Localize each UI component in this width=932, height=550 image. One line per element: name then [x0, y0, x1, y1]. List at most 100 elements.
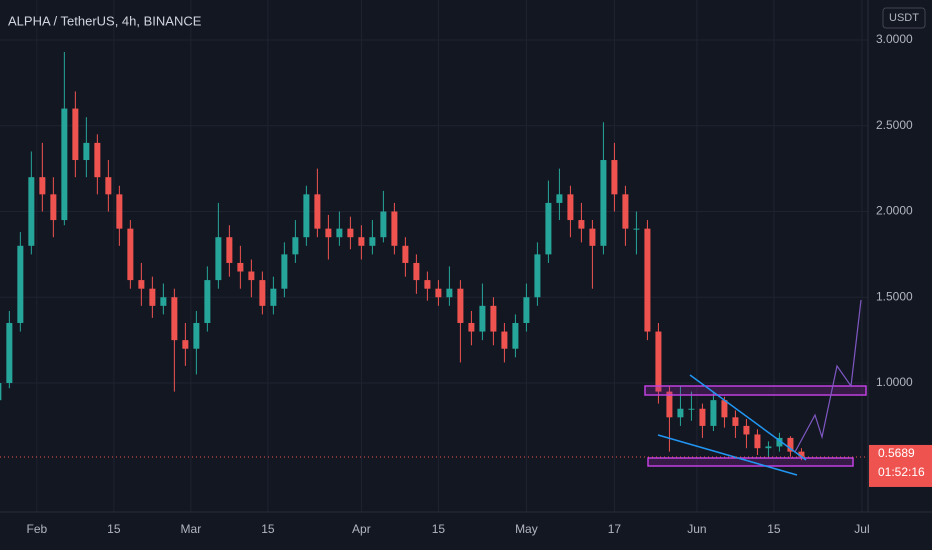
candle-body	[435, 288, 442, 298]
candle-body	[556, 194, 563, 203]
candle-body	[446, 288, 453, 298]
candle-body	[149, 288, 156, 306]
x-tick-label: Mar	[181, 522, 202, 536]
candle-body	[688, 408, 695, 410]
candle-body	[798, 451, 805, 457]
y-tick-label: 2.0000	[876, 204, 913, 218]
candle-body	[490, 305, 497, 332]
candle-body	[6, 322, 13, 384]
candle-body	[292, 237, 299, 255]
candle-body	[644, 228, 651, 332]
candle-body	[127, 228, 134, 281]
candle-body	[765, 446, 772, 449]
candle-body	[754, 434, 761, 449]
x-tick-label: 17	[608, 522, 622, 536]
axes: 1.0000 1.5000 2.0000 2.5000 3.0000 Feb 15 Mar 15…	[0, 32, 932, 536]
candle-body	[270, 288, 277, 306]
candle-body	[600, 160, 607, 246]
upper-trendline	[689, 374, 807, 461]
candle-body	[391, 211, 398, 246]
candle-body	[633, 228, 640, 230]
candle-body	[567, 194, 574, 221]
currency-label: USDT	[889, 12, 919, 24]
candle-body	[743, 425, 750, 435]
candle-body	[677, 408, 684, 418]
chart-title: ALPHA / TetherUS, 4h, BINANCE	[8, 13, 202, 28]
candle-body	[72, 108, 79, 161]
candle-body	[325, 228, 332, 238]
candle-body	[17, 245, 24, 323]
candle-body	[413, 262, 420, 281]
candle-body	[105, 177, 112, 195]
x-tick-label: Apr	[352, 522, 371, 536]
x-tick-label: 15	[261, 522, 275, 536]
candle-body	[160, 297, 167, 306]
lower-trendline	[657, 434, 798, 476]
candle-body	[402, 245, 409, 263]
countdown-label: 01:52:16	[878, 465, 925, 479]
candle-body	[50, 194, 57, 221]
x-tick-label: Feb	[27, 522, 48, 536]
candle-body	[314, 194, 321, 229]
y-tick-label: 3.0000	[876, 32, 913, 46]
candle-body	[116, 194, 123, 229]
candles	[0, 51, 805, 461]
candle-body	[380, 211, 387, 238]
candle-body	[710, 400, 717, 426]
candle-body	[699, 408, 706, 426]
candle-body	[281, 254, 288, 289]
last-price-box	[869, 444, 932, 487]
candle-body	[479, 305, 486, 332]
candle-body	[138, 280, 145, 289]
candle-body	[193, 322, 200, 349]
candle-body	[534, 254, 541, 298]
candle-body	[545, 202, 552, 255]
y-tick-label: 2.5000	[876, 118, 913, 132]
candle-body	[523, 297, 530, 323]
x-tick-label: May	[515, 522, 538, 536]
last-price-label: 0.5689	[878, 446, 915, 460]
x-tick-label: Jun	[687, 522, 706, 536]
candle-body	[61, 108, 68, 221]
candle-body	[622, 194, 629, 229]
candle-body	[457, 288, 464, 323]
candle-body	[237, 262, 244, 272]
x-tick-label: 15	[432, 522, 446, 536]
candle-body	[424, 280, 431, 289]
y-tick-label: 1.0000	[876, 375, 913, 389]
resistance-zone	[644, 385, 867, 396]
candle-body	[171, 297, 178, 341]
x-tick-label: 15	[107, 522, 121, 536]
candle-body	[611, 160, 618, 195]
candle-body	[369, 237, 376, 246]
candle-body	[259, 280, 266, 306]
x-tick-label: Jul	[854, 522, 869, 536]
candle-body	[655, 331, 662, 392]
candle-body	[248, 271, 255, 281]
candle-body	[39, 177, 46, 195]
candle-body	[501, 331, 508, 349]
candle-body	[578, 220, 585, 229]
candle-body	[512, 322, 519, 349]
candle-body	[666, 391, 673, 418]
candle-body	[83, 142, 90, 161]
candle-body	[226, 237, 233, 263]
drawings	[644, 299, 867, 476]
currency-box	[882, 7, 926, 29]
candle-body	[28, 177, 35, 246]
candle-body	[94, 142, 101, 178]
candle-body	[776, 437, 783, 447]
candle-body	[787, 437, 794, 452]
candle-body	[732, 417, 739, 426]
candle-body	[182, 340, 189, 349]
candle-body	[721, 400, 728, 418]
y-tick-label: 1.5000	[876, 289, 913, 303]
candle-body	[215, 237, 222, 281]
candle-body	[204, 280, 211, 323]
projection-path	[794, 299, 862, 453]
candle-body	[0, 383, 2, 401]
candle-body	[347, 228, 354, 238]
